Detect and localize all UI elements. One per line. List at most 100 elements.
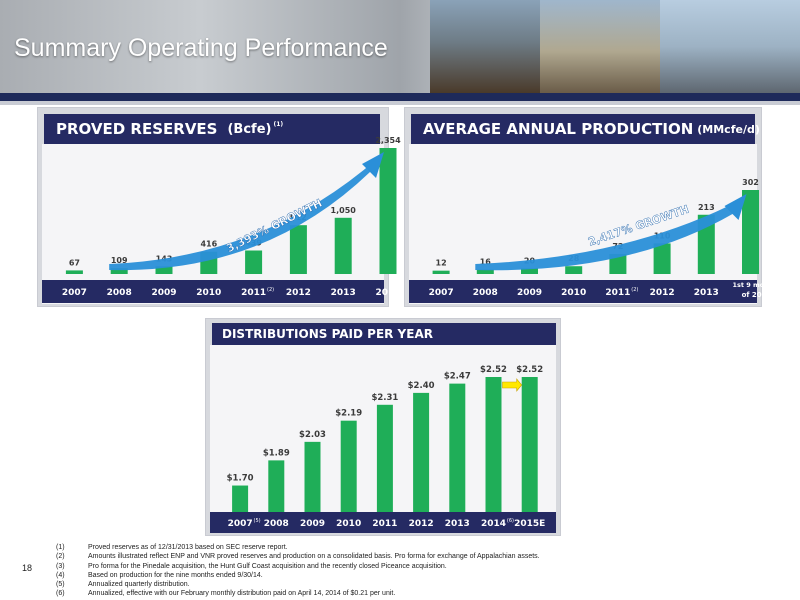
header-subdivider — [0, 101, 800, 105]
data-label: 12 — [436, 259, 447, 268]
data-label: $1.70 — [227, 474, 254, 484]
bar — [742, 190, 759, 274]
chart-unit: (MMcfe/d) — [697, 122, 760, 136]
category-label: 2014 — [481, 519, 506, 529]
data-label: 67 — [69, 258, 80, 267]
category-label: 2008 — [473, 288, 498, 298]
distributions-chart: DISTRIBUTIONS PAID PER YEAR $1.70 2007 (5)… — [205, 318, 561, 536]
category-label: 2008 — [107, 288, 132, 298]
bar — [485, 377, 502, 512]
average-production-chart: AVERAGE ANNUAL PRODUCTION (MMcfe/d) 12 20… — [404, 107, 783, 307]
category-label: 2014 — [375, 288, 400, 298]
data-label: $2.03 — [299, 430, 326, 440]
bar — [521, 377, 538, 512]
flat-distribution-arrow — [502, 378, 523, 392]
distributions-title: DISTRIBUTIONS PAID PER YEAR — [212, 323, 556, 345]
chart-title-note: (1) — [273, 121, 284, 128]
category-note: (6) — [507, 518, 514, 524]
category-label: of 2014 — [742, 291, 772, 299]
bar — [232, 485, 249, 512]
category-label: 2009 — [151, 288, 176, 298]
category-label: 1st 9 months — [732, 281, 780, 289]
bar — [565, 266, 583, 274]
bar — [334, 217, 352, 274]
bar — [413, 392, 430, 512]
category-label: 2011 — [241, 288, 266, 298]
category-label: 2010 — [196, 288, 221, 298]
category-label: 2007 — [228, 519, 253, 529]
category-label: 2010 — [561, 288, 586, 298]
bar — [289, 225, 307, 274]
category-label: 2010 — [336, 519, 361, 529]
growth-arrow-body — [109, 158, 378, 271]
category-note: (2) — [267, 287, 274, 293]
average-production-plot: 122007162008202009282010722011(2)1102012… — [429, 178, 783, 299]
data-label: $2.52 — [480, 365, 507, 375]
category-label: 2015E — [514, 519, 545, 529]
bar — [155, 266, 173, 274]
data-label: $2.52 — [516, 365, 543, 375]
category-label: 2011 — [372, 519, 397, 529]
category-label: 2008 — [264, 519, 289, 529]
data-label: 2,354 — [375, 136, 401, 145]
bar — [432, 270, 450, 274]
category-label: 2007 — [62, 288, 87, 298]
category-label: 2012 — [650, 288, 675, 298]
category-label: 2012 — [286, 288, 311, 298]
gas-plant-photo — [540, 0, 660, 93]
data-label: 1,050 — [331, 206, 357, 215]
data-label: $2.47 — [444, 372, 471, 382]
footnote: (6) Annualized, effective with our Februa… — [56, 590, 396, 598]
page-title: Summary Operating Performance — [14, 34, 388, 62]
distributions-plot: $1.70 2007 (5) $1.89 2008 $2.03 2009 $2.19 2010 $… — [227, 365, 546, 529]
growth-arrow-head — [362, 152, 384, 178]
bar — [476, 269, 494, 274]
footnote: (5) Annualized quarterly distribution. — [56, 581, 190, 589]
header-banner: Summary Operating Performance — [0, 0, 800, 93]
proved-reserves-chart: PROVED RESERVES (Bcfe) (1) 67 2007 109 2008… — [37, 107, 409, 307]
data-label: 109 — [111, 256, 128, 265]
category-note: (4) — [776, 290, 783, 296]
x-axis-band — [409, 280, 757, 303]
bar — [268, 460, 285, 512]
bar — [653, 243, 671, 274]
data-label: $2.19 — [335, 409, 362, 419]
data-label: $2.40 — [408, 381, 435, 391]
x-axis-band — [210, 512, 556, 533]
data-label: $1.89 — [263, 448, 290, 458]
footnote: (3) Pro forma for the Pinedale acquisitio… — [56, 562, 447, 570]
bar — [110, 268, 128, 274]
bar — [449, 383, 466, 512]
category-label: 2007 — [429, 288, 454, 298]
category-label: 2011 — [605, 288, 630, 298]
bar — [304, 441, 321, 512]
category-note: (5) — [254, 518, 261, 524]
chart-title-text: PROVED RESERVES — [56, 120, 218, 138]
data-label: 213 — [698, 203, 715, 212]
oilfield-worker-photo — [430, 0, 540, 93]
chart-title-text: DISTRIBUTIONS PAID PER YEAR — [222, 327, 433, 341]
footnotes: (1) Proved reserves as of 12/31/2013 base… — [56, 543, 540, 599]
bar — [376, 404, 393, 512]
x-axis-band — [42, 280, 384, 303]
chart-title-text: AVERAGE ANNUAL PRODUCTION — [423, 120, 694, 138]
category-label: 2013 — [331, 288, 356, 298]
page-number: 18 — [22, 563, 33, 573]
drilling-rig-photo — [660, 0, 800, 93]
footnote: (4) Based on production for the nine mont… — [56, 571, 263, 579]
category-label: 2009 — [517, 288, 542, 298]
category-label: 2013 — [694, 288, 719, 298]
average-production-title: AVERAGE ANNUAL PRODUCTION (MMcfe/d) — [411, 114, 760, 144]
header-divider — [0, 93, 800, 101]
chart-unit: (Bcfe) — [227, 121, 272, 137]
bar — [521, 268, 538, 274]
bar — [379, 148, 397, 274]
category-note: (2) — [631, 287, 638, 293]
data-label: $2.31 — [371, 393, 398, 403]
bar — [65, 270, 83, 274]
growth-arrow-head — [724, 194, 747, 220]
category-label: 2013 — [445, 519, 470, 529]
data-label: 302 — [742, 178, 759, 187]
growth-annotation: 3,393% GROWTH — [224, 197, 324, 256]
bar — [340, 420, 357, 512]
